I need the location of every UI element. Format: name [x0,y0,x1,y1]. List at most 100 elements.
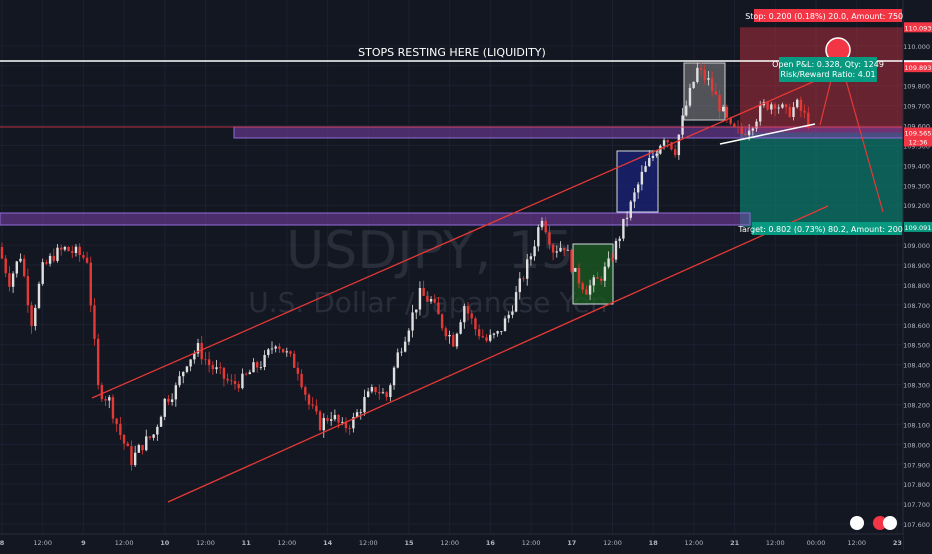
candle [366,391,370,397]
price-tag-label: 109.091 [905,224,932,232]
target-zone[interactable] [740,132,903,227]
time-axis[interactable] [0,534,903,550]
candle [651,155,655,159]
candle [52,255,55,261]
candle [522,278,525,280]
candle [263,354,266,368]
candle [777,107,780,109]
candle [270,348,274,350]
candle [407,330,411,342]
candle [292,353,296,368]
candle [19,258,22,262]
candle [126,443,129,447]
price-tick-label: 108.400 [903,362,930,370]
candle [733,123,736,127]
candle [477,329,481,337]
price-tag [904,22,932,33]
time-tick-label: 12:00 [278,539,297,547]
candle [344,421,348,429]
impulse-box[interactable] [616,150,659,213]
candle [207,359,211,366]
time-tick-label: 12:00 [33,539,52,547]
candle [725,106,729,118]
channel-lower-line[interactable] [167,205,829,503]
price-tag-label: 110.093 [905,24,932,32]
candle [341,421,344,423]
price-axis[interactable] [903,0,932,550]
time-tick-label: 12:00 [359,539,378,547]
candle [178,376,181,386]
candle [714,91,718,95]
candle [389,385,392,398]
candle [141,445,144,451]
candle [63,246,67,250]
candle [278,346,281,349]
stop-label-bg [754,9,902,22]
candle [252,362,255,373]
candle [34,307,37,327]
support-zone[interactable] [0,212,751,226]
candle [792,107,795,117]
candle [204,359,207,361]
candle [784,104,788,107]
resistance-zone[interactable] [233,126,907,139]
candle [599,278,603,281]
pl-label-bg [779,57,877,82]
price-tick-label: 108.200 [903,401,930,409]
watermark-name: U.S. Dollar / Japanese Yen [248,286,608,319]
candle [540,220,544,228]
events-badge-icon[interactable] [873,516,887,530]
candle [511,311,514,315]
time-tick-label: 12:00 [847,539,866,547]
candle [307,394,311,405]
time-tick-label: 17 [567,539,576,547]
watermark-symbol: USDJPY, 15 [286,221,574,281]
time-tick-label: 12:00 [440,539,459,547]
target-label: Target: 0.802 (0.73%) 80.2, Amount: 2001… [737,225,915,234]
candle [588,285,592,295]
candle [256,362,259,368]
alerts-badge-icon[interactable] [850,516,864,530]
price-tick-label: 110.000 [903,43,930,51]
price-tick-label: 109.800 [903,83,930,91]
candle [15,261,18,274]
time-tick-label: 12:00 [766,539,785,547]
candles [0,62,810,471]
candle [555,251,558,253]
candle [237,384,240,389]
candle [85,257,89,263]
candle [551,244,555,253]
candle [574,268,577,272]
candle [444,328,448,337]
candle [333,415,337,420]
price-tick-label: 108.100 [903,421,930,429]
candle [374,387,377,393]
candle [692,81,695,88]
candle [648,158,651,167]
candle [211,365,215,370]
wedge-trendline[interactable] [719,123,816,145]
time-tick-label: 11 [242,539,252,547]
candle [82,255,85,258]
candle [378,392,381,394]
time-tick-label: 18 [649,539,659,547]
candle [137,445,141,453]
candle [219,367,222,369]
candle [148,436,152,438]
candle [241,373,244,389]
candle [122,434,126,444]
candle [248,372,252,375]
candle [636,184,640,193]
candle [259,367,263,368]
candle [326,417,329,421]
candle [655,153,658,156]
channel-upper-line[interactable] [91,69,841,399]
price-tick-label: 107.600 [903,521,930,529]
candle [185,366,189,372]
price-tag-label: 109.893 [905,64,932,72]
candle [463,306,466,323]
candle [581,283,584,290]
